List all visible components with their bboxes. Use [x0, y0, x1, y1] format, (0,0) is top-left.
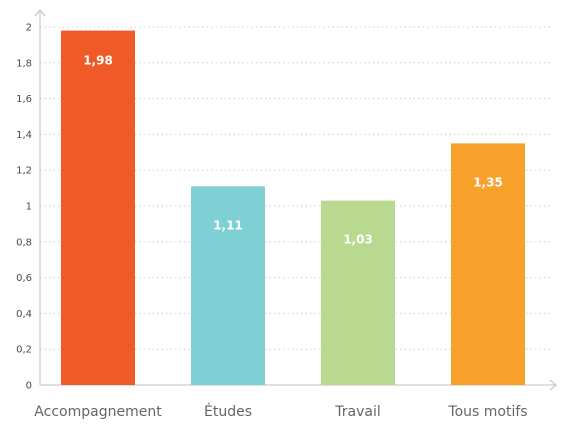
bar: [191, 186, 265, 385]
x-category-label: Études: [204, 403, 252, 420]
y-tick-label: 0,4: [16, 309, 32, 320]
bar: [61, 30, 135, 386]
bar-value-label: 1,03: [343, 233, 373, 247]
bar-value-label: 1,98: [83, 54, 113, 68]
x-category-label: Travail: [334, 404, 380, 420]
y-tick-label: 1,6: [16, 94, 32, 105]
x-category-label: Accompagnement: [34, 404, 162, 420]
y-tick-label: 0: [26, 381, 32, 392]
y-tick-label: 0,2: [16, 345, 32, 356]
y-tick-label: 0,6: [16, 273, 32, 284]
bar-value-label: 1,11: [213, 218, 243, 232]
bar: [321, 200, 395, 385]
y-tick-label: 1: [26, 202, 32, 213]
y-axis-arrow: [34, 9, 46, 17]
bar: [451, 143, 525, 385]
labels: 0 0,2 0,4 0,6 0,8 1 1,2 1,4 1,6 1,8 2 1,98 Accompagn…: [16, 23, 527, 421]
y-tick-label: 1,4: [16, 130, 32, 141]
bars: [61, 30, 525, 386]
bar-value-label: 1,35: [473, 175, 503, 189]
y-tick-label: 2: [26, 23, 32, 34]
y-tick-label: 1,2: [16, 166, 32, 177]
y-tick-label: 1,8: [16, 58, 32, 69]
y-tick-label: 0,8: [16, 237, 32, 248]
x-axis-arrow: [549, 379, 557, 391]
x-category-label: Tous motifs: [447, 404, 527, 420]
